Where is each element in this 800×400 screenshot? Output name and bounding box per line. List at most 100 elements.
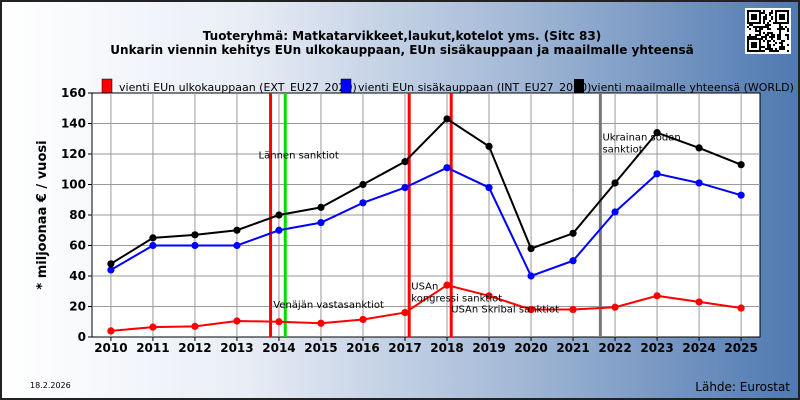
chart-subtitle: Unkarin viennin kehitys EUn ulkokauppaan…	[110, 43, 693, 57]
annotation-text: kongressi sanktiot	[411, 294, 502, 305]
x-tick-label: 2010	[94, 341, 127, 355]
qr-module	[775, 16, 777, 18]
annotation-text: USAn Skribal sanktiot	[451, 305, 559, 316]
data-point	[317, 319, 325, 327]
qr-module	[771, 32, 773, 34]
data-point	[611, 179, 619, 187]
qr-module	[779, 30, 781, 32]
qr-module	[759, 28, 761, 30]
data-point	[737, 304, 745, 312]
qr-module	[779, 22, 781, 24]
qr-module	[751, 38, 753, 40]
qr-module	[769, 14, 771, 16]
qr-module	[749, 22, 751, 24]
x-tick-label: 2015	[304, 341, 337, 355]
data-point	[569, 229, 577, 237]
qr-module	[757, 38, 759, 40]
qr-module	[787, 50, 789, 52]
data-point	[485, 142, 493, 150]
qr-module	[787, 38, 789, 40]
qr-module	[767, 48, 769, 50]
x-tick-label: 2019	[472, 341, 505, 355]
x-tick-label: 2014	[262, 341, 295, 355]
legend-label-int: vienti EUn sisäkauppaan (INT_EU27_2020)	[358, 81, 591, 94]
qr-module	[755, 50, 757, 52]
qr-module	[751, 16, 753, 18]
qr-module	[759, 44, 761, 46]
qr-module	[775, 10, 777, 12]
qr-module	[755, 46, 757, 48]
qr-module	[747, 16, 749, 18]
qr-module	[787, 18, 789, 20]
qr-module	[781, 16, 783, 18]
data-point	[611, 208, 619, 216]
qr-module	[755, 16, 757, 18]
qr-module	[763, 26, 765, 28]
qr-module	[749, 50, 751, 52]
data-point	[653, 292, 661, 300]
qr-module	[769, 28, 771, 30]
data-point	[443, 115, 451, 123]
qr-module	[763, 36, 765, 38]
qr-module	[753, 50, 755, 52]
y-axis-ticks: 0 20 40 60 80 100 120 140 160	[61, 86, 92, 344]
data-point	[275, 226, 283, 234]
qr-code-icon	[745, 8, 791, 54]
qr-module	[781, 10, 783, 12]
qr-module	[783, 16, 785, 18]
qr-module	[753, 44, 755, 46]
qr-module	[759, 48, 761, 50]
x-tick-label: 2013	[220, 341, 253, 355]
x-tick-label: 2018	[430, 341, 463, 355]
qr-module	[759, 26, 761, 28]
chart-title: Tuoteryhmä: Matkatarvikkeet,laukut,kotel…	[203, 29, 601, 43]
qr-module	[759, 30, 761, 32]
qr-module	[755, 26, 757, 28]
qr-module	[761, 12, 763, 14]
qr-module	[755, 34, 757, 36]
qr-module	[755, 28, 757, 30]
qr-module	[751, 24, 753, 26]
qr-module	[755, 18, 757, 20]
qr-module	[747, 44, 749, 46]
qr-module	[759, 22, 761, 24]
qr-module	[761, 36, 763, 38]
event-label: Lännen sanktiot	[259, 151, 339, 162]
qr-module	[771, 34, 773, 36]
qr-module	[755, 36, 757, 38]
qr-module	[765, 18, 767, 20]
qr-module	[759, 42, 761, 44]
qr-module	[781, 48, 783, 50]
qr-module	[787, 22, 789, 24]
qr-module	[751, 36, 753, 38]
qr-module	[747, 40, 749, 42]
qr-module	[771, 10, 773, 12]
data-point	[317, 219, 325, 227]
qr-module	[765, 36, 767, 38]
qr-module	[747, 42, 749, 44]
qr-module	[747, 26, 749, 28]
qr-module	[781, 42, 783, 44]
qr-module	[767, 44, 769, 46]
qr-module	[749, 38, 751, 40]
data-point	[443, 164, 451, 172]
qr-module	[783, 46, 785, 48]
qr-module	[757, 50, 759, 52]
x-tick-label: 2020	[514, 341, 547, 355]
qr-module	[773, 36, 775, 38]
qr-module	[769, 32, 771, 34]
source-label: Lähde: Eurostat	[695, 380, 790, 394]
y-tick-label: 40	[69, 269, 86, 283]
qr-module	[781, 28, 783, 30]
y-tick-label: 120	[61, 147, 86, 161]
qr-module	[783, 48, 785, 50]
qr-module	[775, 48, 777, 50]
qr-module	[779, 32, 781, 34]
qr-module	[765, 26, 767, 28]
qr-module	[759, 32, 761, 34]
qr-module	[775, 14, 777, 16]
qr-module	[753, 42, 755, 44]
qr-module	[753, 26, 755, 28]
legend-swatch-world	[574, 79, 584, 93]
qr-module	[759, 14, 761, 16]
